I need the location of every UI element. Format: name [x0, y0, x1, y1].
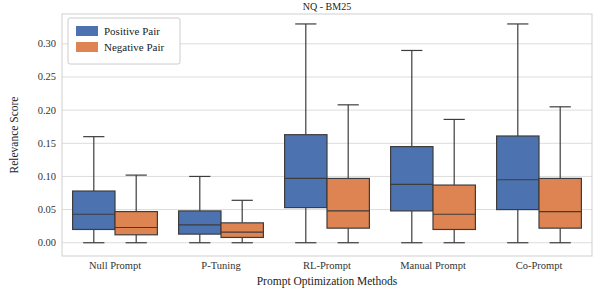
y-tick-label: 0.05: [38, 204, 56, 215]
whisker-lower: [560, 228, 561, 243]
grid-line: [62, 76, 592, 77]
median-line: [433, 214, 475, 215]
x-tick-label: Manual Prompt: [400, 260, 466, 271]
x-tick-label: P-Tuning: [201, 260, 241, 271]
box: [539, 178, 581, 228]
box: [285, 135, 327, 208]
whisker-cap-min: [126, 242, 147, 243]
median-line: [73, 214, 115, 215]
x-tick-label: Co-Prompt: [516, 260, 563, 271]
whisker-cap-min: [507, 242, 528, 243]
whisker-lower: [199, 234, 200, 243]
title: NQ - BM25: [303, 1, 351, 12]
legend: Positive Pair Negative Pair: [68, 18, 180, 64]
plot-frame: [62, 14, 592, 256]
whisker-cap-min: [232, 242, 253, 243]
grid-line: [62, 242, 592, 243]
whisker-cap-min: [189, 242, 210, 243]
median-line: [391, 184, 433, 185]
median-line: [539, 211, 581, 212]
whisker-lower: [305, 208, 306, 243]
whisker-cap-max: [189, 176, 210, 177]
whisker-upper: [242, 200, 243, 223]
box: [115, 212, 157, 235]
whisker-cap-max: [401, 50, 422, 51]
y-tick-label: 0.20: [38, 105, 56, 116]
whisker-cap-max: [444, 119, 465, 120]
box: [73, 191, 115, 229]
plot-area: [62, 14, 592, 256]
whisker-cap-min: [83, 242, 104, 243]
whisker-cap-max: [126, 175, 147, 176]
chart: 0.00 0.05 0.10 0.15 0.20 0.25 0.30 Null Prompt P…: [0, 0, 598, 288]
box: [179, 211, 221, 234]
legend-label: Negative Pair: [104, 41, 165, 53]
whisker-cap-max: [295, 23, 316, 24]
x-tick-label: RL-Prompt: [303, 260, 351, 271]
median-line: [285, 178, 327, 179]
legend-swatch: [76, 42, 98, 52]
whisker-upper: [517, 24, 518, 136]
y-tick-label: 0.15: [38, 138, 56, 149]
whisker-upper: [411, 50, 412, 146]
whisker-lower: [517, 210, 518, 243]
whisker-upper: [93, 137, 94, 191]
y-axis-label: Relevance Score: [8, 97, 20, 174]
median-line: [115, 227, 157, 228]
whisker-upper: [136, 175, 137, 211]
median-line: [327, 210, 369, 211]
whisker-lower: [454, 229, 455, 242]
median-line: [179, 224, 221, 225]
box: [391, 147, 433, 211]
whisker-cap-min: [338, 242, 359, 243]
whisker-lower: [348, 228, 349, 243]
whisker-cap-max: [507, 23, 528, 24]
y-tick-label: 0.30: [38, 38, 56, 49]
whisker-upper: [560, 107, 561, 179]
legend-box: [68, 18, 180, 64]
box: [221, 223, 263, 238]
median-line: [497, 179, 539, 180]
whisker-cap-max: [232, 200, 253, 201]
whisker-cap-min: [550, 242, 571, 243]
box: [327, 178, 369, 228]
whisker-cap-min: [444, 242, 465, 243]
y-tick-label: 0.10: [38, 171, 56, 182]
legend-swatch: [76, 26, 98, 36]
x-tick-label: Null Prompt: [89, 260, 141, 271]
whisker-cap-max: [83, 136, 104, 137]
y-tick-label: 0.25: [38, 71, 56, 82]
box: [497, 136, 539, 210]
x-axis-label: Prompt Optimization Methods: [257, 275, 398, 288]
legend-label: Positive Pair: [104, 25, 160, 37]
whisker-upper: [199, 176, 200, 210]
box: [433, 185, 475, 229]
whisker-lower: [242, 237, 243, 242]
median-line: [221, 232, 263, 233]
whisker-lower: [136, 235, 137, 243]
whisker-cap-max: [338, 104, 359, 105]
whisker-cap-min: [401, 242, 422, 243]
whisker-cap-min: [295, 242, 316, 243]
whisker-upper: [348, 105, 349, 179]
whisker-upper: [454, 119, 455, 185]
whisker-cap-max: [550, 106, 571, 107]
grid-line: [62, 110, 592, 111]
whisker-lower: [93, 229, 94, 242]
whisker-lower: [411, 211, 412, 243]
y-tick-label: 0.00: [38, 237, 56, 248]
whisker-upper: [305, 24, 306, 135]
